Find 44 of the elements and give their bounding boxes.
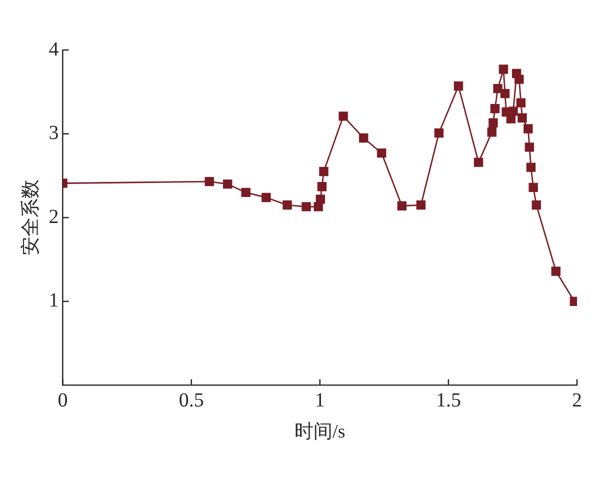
point	[508, 106, 518, 116]
point	[490, 104, 500, 114]
point	[223, 179, 232, 189]
point	[516, 98, 526, 108]
y-tick-label: 4	[48, 38, 59, 60]
point	[302, 202, 311, 212]
x-tick-label: 0	[58, 389, 68, 412]
point	[317, 182, 327, 192]
point	[241, 188, 250, 198]
point	[514, 74, 524, 84]
point	[526, 162, 536, 172]
point	[262, 192, 271, 202]
point	[204, 176, 214, 186]
x-tick-label: 1	[314, 389, 325, 412]
point	[282, 200, 292, 210]
y-axis-title: 安全系数	[19, 180, 42, 256]
point	[377, 148, 386, 158]
y-tick-label: 2	[48, 206, 59, 228]
point	[551, 266, 561, 276]
point	[500, 88, 510, 98]
x-tick-label: 1.5	[436, 389, 461, 412]
point	[532, 200, 541, 210]
point	[487, 128, 496, 137]
point	[524, 124, 533, 134]
point	[524, 142, 534, 152]
point	[488, 118, 498, 128]
point	[316, 194, 326, 204]
point	[518, 113, 527, 122]
point	[434, 128, 444, 138]
point	[528, 182, 538, 192]
point	[359, 133, 368, 143]
point	[454, 81, 464, 91]
point	[474, 158, 484, 167]
x-tick-label: 0.5	[178, 389, 204, 412]
point	[493, 84, 502, 94]
y-tick-label: 1	[48, 290, 59, 312]
x-axis-title: 时间/s	[294, 422, 346, 443]
point	[416, 200, 426, 210]
point	[319, 166, 328, 176]
point	[397, 201, 407, 210]
point	[338, 112, 348, 121]
point	[498, 64, 508, 74]
y-tick-label: 3	[48, 122, 59, 144]
x-tick-label: 2	[572, 389, 582, 412]
